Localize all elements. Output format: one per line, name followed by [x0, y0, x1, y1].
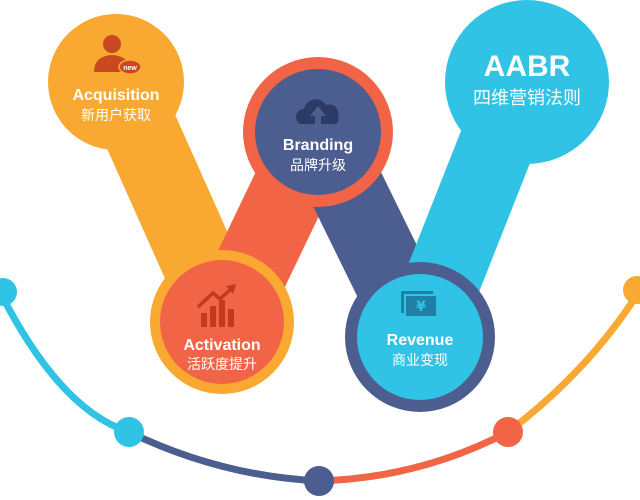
arc-dot-3	[304, 466, 334, 496]
new-badge-text: new	[123, 65, 137, 72]
aabr-subtitle: 四维营销法则	[473, 88, 581, 109]
money-icon: ¥	[401, 291, 438, 318]
acquisition-label-cn: 新用户获取	[81, 107, 151, 124]
arc-dot-5	[623, 276, 640, 304]
branding-label-cn: 品牌升级	[290, 157, 346, 174]
revenue-label-cn: 商业变现	[392, 353, 448, 369]
node-revenue: ¥ Revenue 商业变现	[345, 262, 495, 412]
growth-chart-icon	[197, 284, 236, 327]
branding-label-en: Branding	[283, 137, 353, 154]
aabr-title: AABR	[484, 50, 571, 83]
bottom-arc	[0, 276, 640, 496]
arc-dot-1	[0, 278, 17, 306]
node-branding: Branding 品牌升级	[243, 57, 393, 207]
cloud-upload-icon	[295, 99, 339, 126]
activation-label-en: Activation	[183, 337, 260, 354]
node-activation: Activation 活跃度提升	[150, 250, 294, 394]
acquisition-label-en: Acquisition	[72, 87, 159, 104]
arc-dot-2	[114, 417, 144, 447]
activation-label-cn: 活跃度提升	[187, 357, 257, 373]
arc-dot-4	[493, 417, 523, 447]
currency-symbol: ¥	[416, 299, 426, 315]
node-acquisition: new Acquisition 新用户获取	[48, 14, 184, 150]
aabr-title-node: AABR 四维营销法则	[445, 0, 609, 164]
user-new-icon: new	[94, 35, 142, 75]
revenue-label-en: Revenue	[387, 332, 454, 349]
